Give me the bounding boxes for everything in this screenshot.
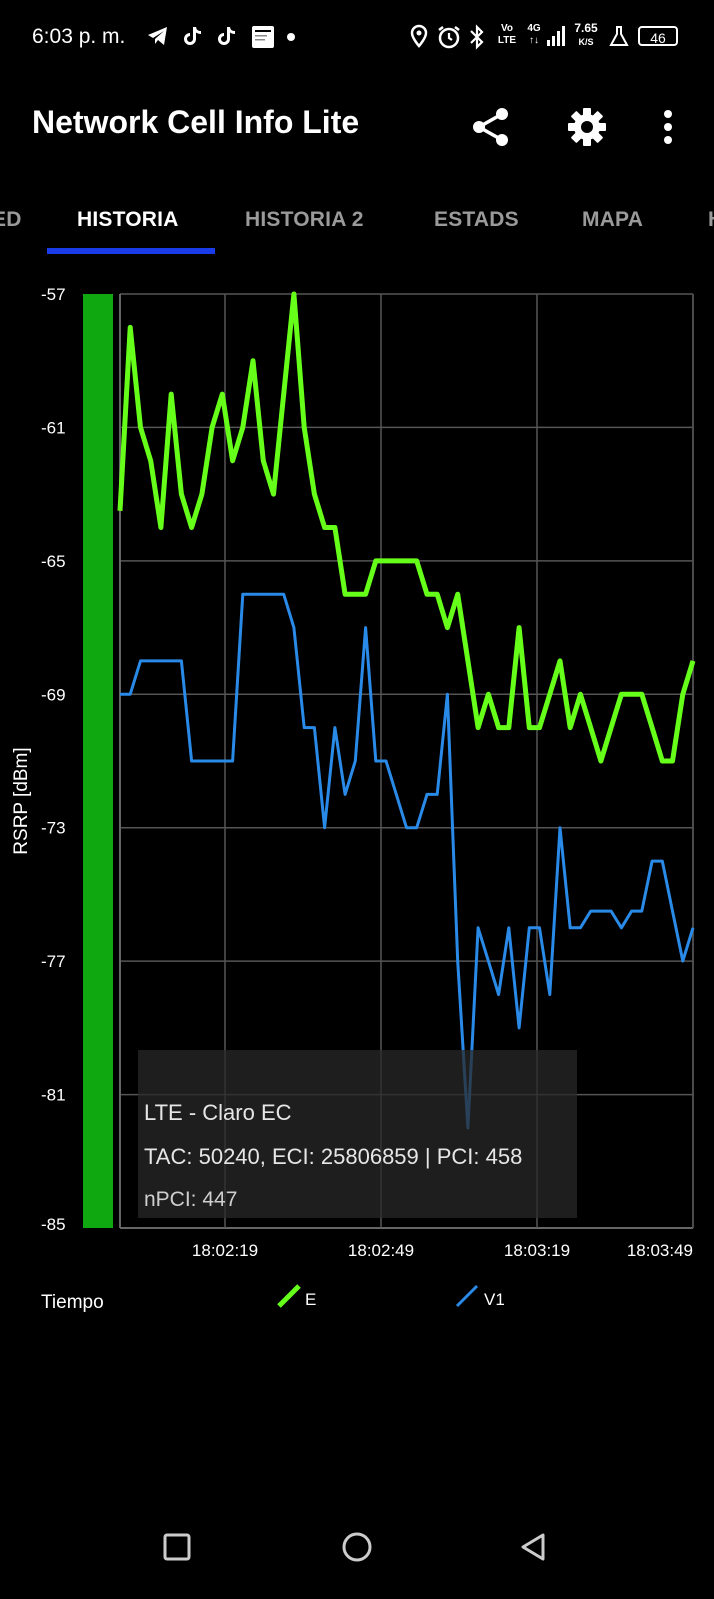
home-icon[interactable] [340, 1532, 374, 1566]
dot-icon [287, 33, 295, 41]
y-tick-label: -61 [41, 418, 66, 437]
cell-info-box: LTE - Claro EC TAC: 50240, ECI: 25806859… [138, 1050, 577, 1218]
active-tab-indicator [47, 248, 215, 254]
battery-icon: 46 [638, 26, 678, 46]
y-tick-label: -81 [41, 1086, 66, 1105]
x-tick-label: 18:02:19 [192, 1241, 258, 1260]
y-tick-label: -69 [41, 685, 66, 704]
legend-v1-swatch [455, 1284, 479, 1308]
recent-apps-icon[interactable] [162, 1532, 192, 1562]
tiktok-icon [218, 27, 235, 45]
series-line-e [117, 291, 696, 764]
y-tick-label: -57 [41, 285, 66, 304]
location-icon [410, 24, 428, 48]
tab-bar: ED HISTORIA HISTORIA 2 ESTADS MAPA H [0, 196, 714, 256]
tab-historia[interactable]: HISTORIA [77, 208, 179, 231]
x-tick-label: 18:02:49 [348, 1241, 414, 1260]
flask-icon [609, 26, 629, 46]
y-tick-label: -65 [41, 552, 66, 571]
battery-level: 46 [650, 30, 666, 46]
series-line-v1 [120, 592, 695, 1130]
share-icon[interactable] [470, 106, 512, 148]
x-tick-label: 18:03:19 [504, 1241, 570, 1260]
volte-bottom: LTE [497, 35, 517, 46]
settings-icon[interactable] [566, 106, 608, 148]
network-activity: ↑↓ [529, 35, 539, 46]
legend-e-label: E [305, 1290, 317, 1309]
notification-icon [252, 26, 274, 48]
x-tick-label: 18:03:49 [627, 1241, 693, 1260]
x-axis-label: Tiempo [41, 1292, 104, 1313]
bluetooth-icon [470, 24, 484, 50]
back-icon[interactable] [518, 1532, 548, 1564]
y-tick-label: -73 [41, 819, 66, 838]
tab-h[interactable]: H [708, 208, 714, 232]
app-title: Network Cell Info Lite [32, 104, 360, 140]
legend-v1-label: V1 [484, 1290, 505, 1309]
more-icon[interactable] [660, 106, 676, 148]
status-time: 6:03 p. m. [32, 25, 126, 48]
speed-unit: K/S [578, 37, 594, 47]
tab-estads[interactable]: ESTADS [434, 208, 519, 231]
speed-value: 7.65 [574, 21, 598, 35]
tab-red[interactable]: ED [0, 208, 22, 231]
telegram-icon [148, 27, 167, 45]
y-tick-label: -85 [41, 1215, 66, 1234]
tab-mapa[interactable]: MAPA [582, 208, 644, 231]
y-axis-label: RSRP [dBm] [11, 747, 32, 855]
y-tick-label: -77 [41, 952, 66, 971]
operator-label: LTE - Claro EC [144, 1100, 292, 1125]
signal-level-bar [83, 294, 113, 1228]
tiktok-icon [184, 27, 201, 45]
volte-top: Vo [500, 23, 514, 34]
alarm-icon [438, 26, 460, 49]
legend-e-swatch [277, 1284, 301, 1308]
cell-ids-label: TAC: 50240, ECI: 25806859 | PCI: 458 [144, 1144, 523, 1169]
signal-icon [547, 26, 565, 46]
network-type: 4G [527, 23, 541, 34]
status-bar: 6:03 p. m. Vo LTE 4G ↑↓ 7.65 K/S [0, 18, 714, 58]
tab-historia-2[interactable]: HISTORIA 2 [245, 208, 364, 231]
npci-label: nPCI: 447 [144, 1188, 238, 1211]
